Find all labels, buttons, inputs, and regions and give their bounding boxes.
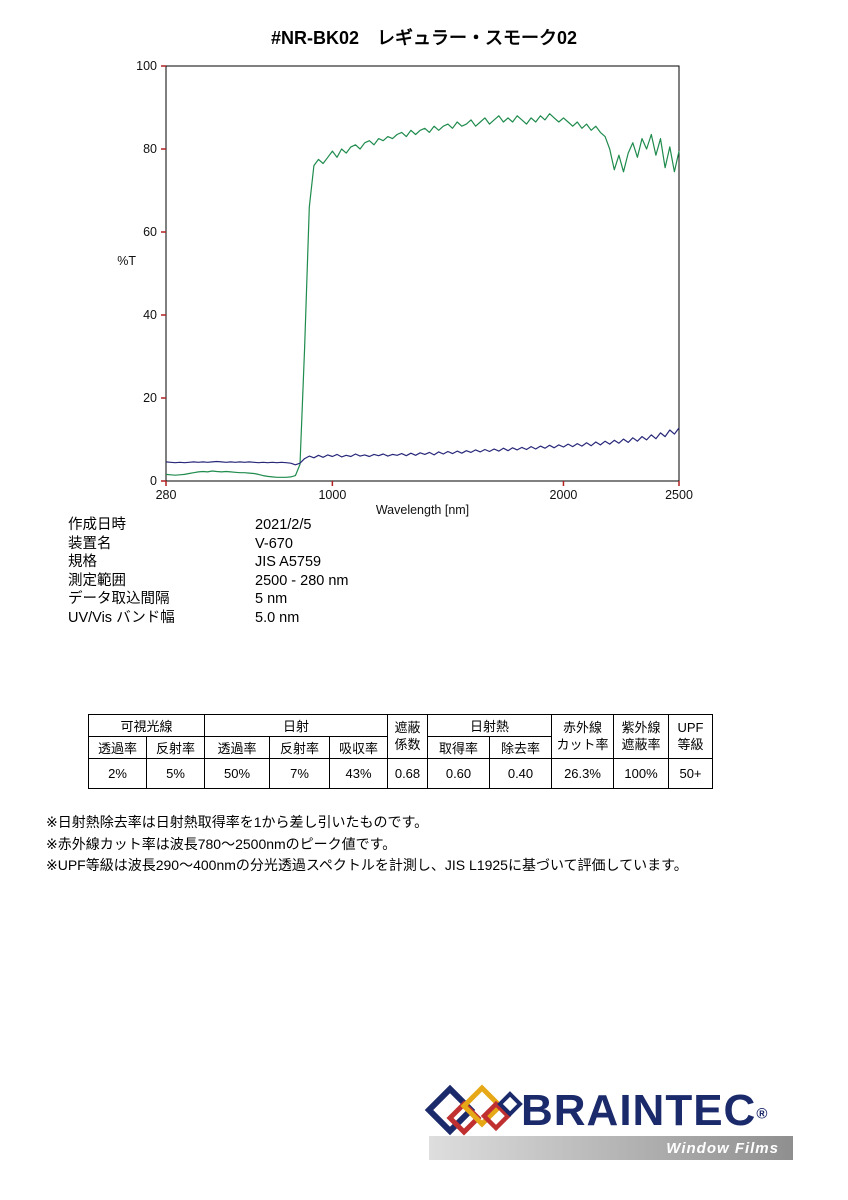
meta-row: 規格 JIS A5759 xyxy=(68,553,349,572)
registered-trademark-symbol: ® xyxy=(756,1105,768,1123)
meta-row: UV/Vis バンド幅 5.0 nm xyxy=(68,609,349,628)
series-green-curve xyxy=(165,113,680,478)
table-value: 43% xyxy=(329,758,388,789)
x-tick-label: 2500 xyxy=(665,488,693,502)
y-axis-label: %T xyxy=(117,254,136,268)
measurement-metadata: 作成日時 2021/2/5 装置名 V-670 規格 JIS A5759 測定範… xyxy=(68,516,349,627)
footnotes: ※日射熱除去率は日射熱取得率を1から差し引いたものです。 ※赤外線カット率は波長… xyxy=(46,812,688,877)
results-table: 可視光線 日射 遮蔽 係数 日射熱 赤外線 カット率 紫外線 遮蔽率 UPF 等… xyxy=(88,714,713,789)
table-subheader: 反射率 xyxy=(146,736,205,759)
diamond-navy-small-icon xyxy=(497,1091,523,1117)
table-value-row: 2% 5% 50% 7% 43% 0.68 0.60 0.40 26.3% 10… xyxy=(88,758,713,789)
table-value: 100% xyxy=(613,758,669,789)
x-tick-label: 1000 xyxy=(318,488,346,502)
table-header-ir-cut: 赤外線 カット率 xyxy=(551,714,614,759)
table-value: 26.3% xyxy=(551,758,614,789)
meta-label: UV/Vis バンド幅 xyxy=(68,609,175,626)
spectrum-chart: 0 20 40 60 80 100 280 1000 2000 2500 %T Wavelength … xyxy=(117,59,693,517)
table-value: 5% xyxy=(146,758,205,789)
x-axis-label: Wavelength [nm] xyxy=(376,503,469,517)
spectrum-chart-area: 0 20 40 60 80 100 280 1000 2000 2500 %T Wavelength … xyxy=(100,55,720,530)
meta-label: 作成日時 xyxy=(68,517,126,533)
footnote: ※赤外線カット率は波長780～2500nmのピーク値です。 xyxy=(46,835,397,852)
table-subheader: 吸収率 xyxy=(329,736,388,759)
table-value: 7% xyxy=(269,758,330,789)
brand-wordmark: BRAINTEC® xyxy=(521,1086,767,1136)
brand-tagline: Window Films xyxy=(666,1139,779,1157)
meta-label: データ取込間隔 xyxy=(68,591,170,607)
diamond-yellow-icon xyxy=(460,1084,504,1128)
table-subheader: 透過率 xyxy=(204,736,270,759)
table-subheader: 除去率 xyxy=(489,736,552,759)
footnote: ※日射熱除去率は日射熱取得率を1から差し引いたものです。 xyxy=(46,814,429,830)
table-group-visible: 可視光線 xyxy=(88,714,205,737)
table-value: 0.40 xyxy=(489,758,552,789)
diamond-red-small-icon xyxy=(480,1100,512,1132)
footnote: ※UPF等級は波長290～400nmの分光透過スペクトルを計測し、JIS L19… xyxy=(46,857,688,873)
brand-logo-diamonds-icon xyxy=(424,1084,523,1136)
y-tick-label: 20 xyxy=(143,391,157,405)
table-value: 2% xyxy=(88,758,147,789)
table-value: 50% xyxy=(204,758,270,789)
table-value: 0.60 xyxy=(427,758,490,789)
meta-label: 装置名 xyxy=(68,535,112,552)
meta-row: データ取込間隔 5 nm xyxy=(68,590,349,609)
series-navy-curve xyxy=(165,427,680,466)
meta-value: V-670 xyxy=(255,535,293,552)
table-subheader: 取得率 xyxy=(427,736,490,759)
y-tick-label: 80 xyxy=(143,142,157,156)
x-tick-label: 2000 xyxy=(550,488,578,502)
table-group-solar: 日射 xyxy=(204,714,388,737)
table-value: 50+ xyxy=(668,758,713,789)
meta-value: JIS A5759 xyxy=(255,554,322,570)
meta-value: 5 nm xyxy=(255,591,288,607)
meta-value: 2021/2/5 xyxy=(255,517,312,533)
meta-label: 測定範囲 xyxy=(68,572,126,589)
y-tick-label: 0 xyxy=(150,474,157,488)
table-header-upf: UPF 等級 xyxy=(668,714,713,759)
y-tick-label: 60 xyxy=(143,225,157,239)
table-group-solar-heat: 日射熱 xyxy=(427,714,552,737)
meta-row: 測定範囲 2500 - 280 nm xyxy=(68,572,349,591)
table-subheader: 反射率 xyxy=(269,736,330,759)
y-tick-label: 40 xyxy=(143,308,157,322)
meta-row: 作成日時 2021/2/5 xyxy=(68,516,349,535)
x-tick-label: 280 xyxy=(156,488,177,502)
table-subheader: 透過率 xyxy=(88,736,147,759)
table-header-uv-block: 紫外線 遮蔽率 xyxy=(613,714,669,759)
table-group-row: 可視光線 日射 遮蔽 係数 日射熱 赤外線 カット率 紫外線 遮蔽率 UPF 等… xyxy=(88,714,713,759)
plot-frame xyxy=(165,65,680,482)
meta-value: 5.0 nm xyxy=(255,609,300,626)
page-title: #NR-BK02 レギュラー・スモーク02 xyxy=(270,28,578,48)
meta-row: 装置名 V-670 xyxy=(68,535,349,554)
y-tick-label: 100 xyxy=(136,59,157,73)
meta-value: 2500 - 280 nm xyxy=(255,572,349,589)
table-value: 0.68 xyxy=(387,758,428,789)
brand-name: BRAINTEC xyxy=(521,1086,757,1135)
meta-label: 規格 xyxy=(68,554,97,570)
table-header-shading-coefficient: 遮蔽 係数 xyxy=(387,714,428,759)
brand-tagline-bar: Window Films xyxy=(429,1136,793,1160)
